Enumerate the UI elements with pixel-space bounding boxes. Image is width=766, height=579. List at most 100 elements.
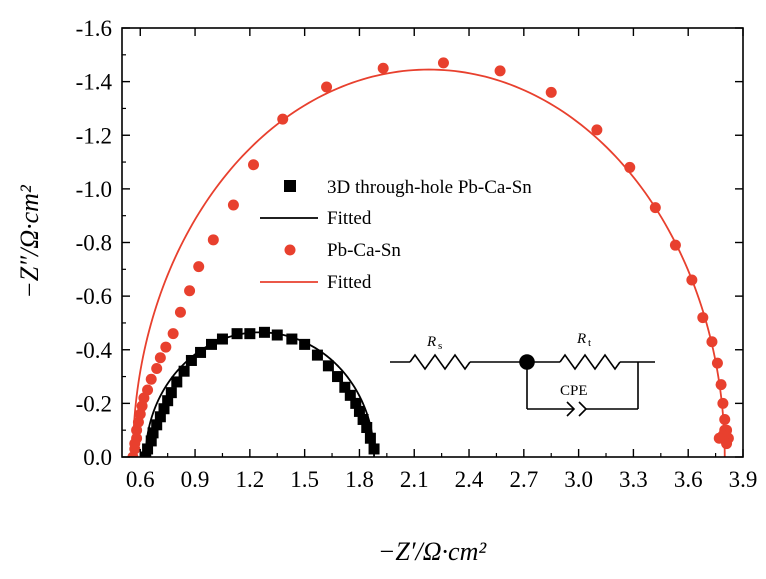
- data-point-circle: [160, 341, 172, 353]
- data-markers-layer: [127, 57, 734, 457]
- legend-label-series-2: Fitted: [327, 208, 372, 229]
- data-point-square: [368, 443, 380, 455]
- data-point-circle: [713, 432, 725, 444]
- data-point-circle: [715, 379, 727, 391]
- y-tick-label: -0.6: [76, 284, 112, 309]
- data-point-square: [231, 328, 243, 340]
- x-tick-label: 3.9: [729, 467, 758, 492]
- fit-lines-layer: [132, 68, 726, 457]
- y-tick-label: -1.0: [76, 177, 112, 202]
- y-tick-label: 0.0: [83, 445, 112, 470]
- data-point-circle: [277, 113, 289, 125]
- data-point-circle: [669, 239, 681, 251]
- data-point-circle: [649, 202, 661, 214]
- data-point-square: [357, 413, 369, 425]
- data-point-circle: [145, 373, 157, 385]
- data-point-square: [344, 389, 356, 401]
- x-axis-title: −Z′/Ω·cm²: [378, 537, 488, 566]
- data-point-square: [216, 333, 228, 345]
- data-point-square: [147, 427, 159, 439]
- legend-marker-circle: [284, 244, 296, 256]
- x-tick-label: 3.6: [674, 467, 703, 492]
- data-point-circle: [711, 357, 723, 369]
- legend-marker-square: [284, 180, 296, 192]
- data-point-circle: [193, 261, 205, 273]
- y-axis-ticks: 0.0 -0.2 -0.4 -0.6 -0.8 -1.0 -1.2 -1.4 -1.6: [76, 16, 743, 470]
- data-point-square: [142, 443, 154, 455]
- resistor-rs: [409, 353, 471, 371]
- y-tick-label: -1.4: [76, 70, 113, 95]
- data-point-circle: [717, 397, 729, 409]
- circuit-label-s: s: [438, 340, 442, 352]
- data-point-square: [258, 326, 270, 338]
- data-point-circle: [591, 124, 603, 136]
- y-tick-label: -0.2: [76, 391, 112, 416]
- data-point-circle: [131, 432, 143, 444]
- data-point-square: [205, 338, 217, 350]
- legend-label-series-4: Fitted: [327, 272, 372, 293]
- data-point-square: [185, 354, 197, 366]
- data-point-circle: [545, 86, 557, 98]
- data-point-square: [350, 397, 362, 409]
- data-point-circle: [248, 159, 260, 171]
- data-point-circle: [624, 161, 636, 173]
- data-point-circle: [437, 57, 449, 69]
- cpe-symbol-back: [578, 401, 588, 417]
- data-point-square: [244, 328, 256, 340]
- circuit-label-cpe: CPE: [560, 383, 588, 399]
- fitted-curve-2: [132, 68, 726, 457]
- data-point-square: [145, 435, 157, 447]
- circuit-label-t: t: [588, 337, 591, 349]
- x-tick-label: 0.9: [181, 467, 210, 492]
- y-tick-label: -1.2: [76, 123, 112, 148]
- legend-label-series-1: 3D through-hole Pb-Ca-Sn: [327, 177, 532, 198]
- data-point-square: [271, 329, 283, 341]
- data-point-circle: [494, 65, 506, 77]
- data-point-circle: [151, 363, 163, 375]
- cpe-symbol-front: [566, 401, 576, 417]
- data-point-circle: [207, 234, 219, 246]
- data-point-square: [364, 432, 376, 444]
- data-point-square: [286, 333, 298, 345]
- y-axis-title: −Z″/Ω·cm²: [15, 184, 44, 299]
- x-tick-label: 1.8: [345, 467, 374, 492]
- x-tick-label: 2.4: [455, 467, 484, 492]
- y-tick-label: -0.4: [76, 338, 113, 363]
- data-point-circle: [174, 306, 186, 318]
- x-tick-label: 1.2: [235, 467, 264, 492]
- legend-label-series-3: Pb-Ca-Sn: [327, 240, 401, 261]
- data-point-circle: [184, 285, 196, 297]
- legend: 3D through-hole Pb-Ca-Sn Fitted Pb-Ca-Sn…: [260, 177, 532, 293]
- data-point-circle: [697, 312, 709, 324]
- circuit-label-r2: R: [576, 331, 586, 347]
- data-point-square: [311, 349, 323, 361]
- y-tick-label: -1.6: [76, 16, 112, 41]
- data-point-square: [162, 395, 174, 407]
- x-tick-label: 0.6: [126, 467, 155, 492]
- data-point-square: [178, 365, 190, 377]
- data-point-square: [195, 346, 207, 358]
- x-axis-ticks: 0.6 0.9 1.2 1.5 1.8 2.1 2.4 2.7 3.0 3.3 3.6 3.9: [126, 28, 757, 492]
- x-tick-label: 3.3: [619, 467, 648, 492]
- data-point-circle: [686, 274, 698, 286]
- data-point-square: [165, 387, 177, 399]
- data-point-square: [322, 360, 334, 372]
- y-tick-label: -0.8: [76, 231, 112, 256]
- fitted-curve-1: [144, 331, 375, 457]
- resistor-rt: [559, 353, 621, 371]
- data-point-circle: [706, 336, 718, 348]
- data-point-circle: [154, 352, 166, 364]
- x-tick-label: 1.5: [290, 467, 319, 492]
- x-tick-label: 3.0: [564, 467, 593, 492]
- equivalent-circuit: [390, 353, 655, 417]
- data-point-circle: [321, 81, 333, 93]
- data-point-circle: [142, 384, 154, 396]
- data-point-circle: [167, 328, 179, 340]
- data-point-square: [158, 403, 170, 415]
- data-point-square: [151, 419, 163, 431]
- data-point-square: [171, 376, 183, 388]
- data-point-square: [154, 411, 166, 423]
- data-point-square: [332, 371, 344, 383]
- data-point-circle: [227, 199, 239, 211]
